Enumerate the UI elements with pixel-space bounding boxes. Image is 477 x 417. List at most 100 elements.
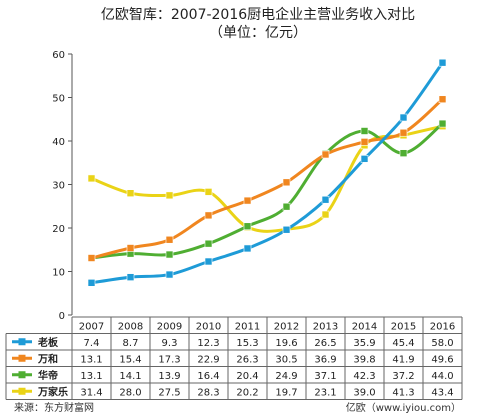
data-point-0-0: [87, 279, 96, 287]
data-label: 27.5: [158, 387, 180, 398]
data-label: 58.0: [431, 338, 453, 349]
series-line-0: [91, 61, 444, 285]
data-label: 28.3: [197, 387, 219, 398]
data-point-3-1: [126, 189, 135, 197]
legend-label: 万家乐: [37, 385, 68, 398]
legend-swatch-marker: [18, 371, 26, 379]
data-point-2-9: [438, 119, 447, 128]
data-label: 13.9: [158, 371, 180, 382]
data-point-1-1: [126, 244, 135, 252]
data-point-3-3: [204, 188, 213, 196]
data-point-3-6: [321, 210, 330, 219]
data-label: 19.6: [275, 338, 297, 349]
data-label: 45.4: [392, 338, 414, 349]
data-point-0-7: [360, 155, 369, 163]
data-point-2-8: [399, 149, 408, 157]
legend-swatch-marker: [18, 387, 26, 395]
data-point-1-9: [438, 95, 447, 104]
data-label: 26.5: [314, 338, 336, 349]
data-label: 12.3: [197, 338, 219, 349]
data-point-0-6: [321, 195, 330, 204]
data-point-2-3: [204, 239, 213, 248]
data-point-1-5: [282, 178, 291, 187]
data-point-3-2: [165, 191, 174, 200]
y-tick-label: 50: [52, 94, 65, 105]
data-label: 13.1: [80, 354, 102, 365]
x-tick-label: 2011: [235, 321, 260, 332]
data-label: 7.4: [84, 338, 100, 349]
data-point-2-2: [165, 250, 174, 259]
data-label: 31.4: [80, 387, 102, 398]
data-label: 42.3: [353, 371, 375, 382]
x-tick-label: 2013: [313, 321, 338, 332]
data-point-2-7: [360, 127, 369, 135]
legend-swatch-marker: [18, 354, 26, 362]
data-point-1-6: [321, 150, 330, 159]
series-line-3: [90, 124, 443, 233]
y-tick-label: 20: [52, 224, 65, 235]
chart-title: 亿欧智库：2007-2016厨电企业主营业务收入对比: [101, 6, 415, 23]
x-tick-label: 2016: [430, 321, 455, 332]
data-label: 44.0: [431, 371, 453, 382]
data-point-1-4: [243, 196, 252, 205]
site-credit: 亿欧（www.iyiou.com）: [345, 403, 461, 414]
x-tick-label: 2009: [157, 321, 182, 332]
data-label: 20.4: [236, 371, 258, 382]
legend-label: 万和: [37, 352, 58, 365]
data-point-0-3: [204, 257, 213, 266]
data-point-2-4: [243, 222, 252, 231]
data-label: 20.2: [236, 387, 258, 398]
y-tick-label: 0: [59, 311, 65, 322]
legend-label: 老板: [37, 336, 59, 349]
y-tick-label: 10: [52, 268, 65, 279]
data-label: 37.2: [392, 371, 414, 382]
y-tick-label: 40: [52, 137, 65, 148]
x-tick-label: 2014: [352, 321, 377, 332]
data-label: 43.4: [431, 387, 453, 398]
data-label: 37.1: [314, 371, 336, 382]
x-tick-label: 2010: [196, 321, 221, 332]
axes: 0 10 20 30 40 50 60: [52, 50, 73, 322]
data-label: 26.3: [236, 354, 258, 365]
y-tick-label: 30: [52, 181, 65, 192]
data-label: 22.9: [197, 354, 219, 365]
chart-subtitle: （单位：亿元）: [209, 25, 307, 41]
data-point-0-8: [399, 113, 408, 122]
legend-label: 华帝: [38, 369, 58, 382]
data-label: 15.4: [119, 354, 141, 365]
data-label: 9.3: [162, 338, 178, 349]
y-tick-label: 60: [52, 50, 65, 61]
data-label: 35.9: [353, 338, 375, 349]
data-label: 23.1: [314, 387, 336, 398]
data-label: 14.1: [119, 371, 141, 382]
data-label: 13.1: [80, 371, 102, 382]
data-label: 36.9: [314, 354, 336, 365]
data-label: 49.6: [431, 354, 453, 365]
data-label: 39.0: [353, 387, 375, 398]
data-point-1-0: [87, 254, 96, 262]
series-line-1: [91, 98, 444, 260]
data-point-1-8: [399, 128, 408, 137]
x-tick-label: 2007: [79, 321, 104, 332]
data-point-0-1: [126, 273, 135, 281]
data-label: 41.9: [392, 354, 414, 365]
x-tick-label: 2008: [118, 321, 143, 332]
data-point-0-9: [438, 58, 447, 67]
legend-swatch-marker: [18, 338, 26, 346]
data-point-1-2: [165, 235, 174, 244]
source-note: 来源：东方财富网: [14, 403, 94, 414]
data-point-1-7: [360, 138, 369, 146]
x-tick-label: 2015: [391, 321, 416, 332]
data-point-1-3: [204, 211, 213, 220]
data-table: 2007 2008 2009 2010 2011 2012 2013 2014 2015 2016…: [5, 316, 463, 400]
data-label: 17.3: [158, 354, 180, 365]
data-point-2-5: [282, 202, 291, 211]
data-label: 30.5: [275, 354, 297, 365]
data-label: 41.3: [392, 387, 414, 398]
data-label: 19.7: [275, 387, 297, 398]
data-point-0-5: [282, 225, 291, 234]
data-point-0-4: [243, 244, 252, 253]
data-label: 15.3: [236, 338, 258, 349]
data-label: 24.9: [275, 371, 297, 382]
